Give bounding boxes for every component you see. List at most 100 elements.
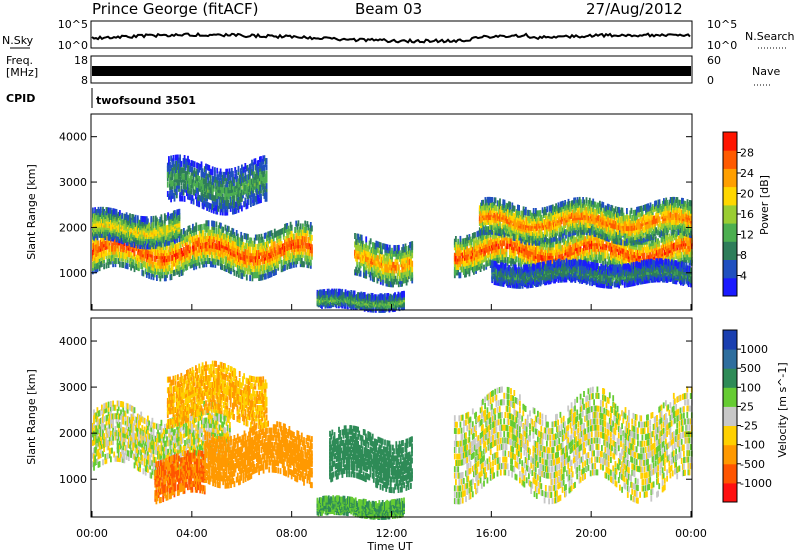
power-cell [277, 242, 280, 249]
power-cell [279, 229, 282, 236]
power-cell [244, 249, 247, 256]
power-cell [144, 239, 147, 246]
power-cell [98, 252, 101, 259]
power-cell [218, 228, 221, 235]
power-cell [297, 229, 300, 236]
power-cell [199, 240, 202, 246]
power-cell [265, 183, 268, 190]
power-cell [95, 213, 98, 220]
power-cell [185, 248, 187, 255]
power-cell [235, 207, 238, 214]
power-cell [257, 268, 259, 275]
power-cell [153, 246, 156, 253]
power-cell [229, 184, 232, 190]
power-cell [273, 241, 276, 248]
power-cell [247, 183, 250, 190]
power-cell [179, 245, 182, 252]
power-cell [199, 182, 202, 189]
power-cell [211, 169, 214, 176]
power-cell [226, 254, 229, 260]
power-cell [245, 187, 248, 194]
power-cell [208, 239, 211, 246]
power-cell [97, 221, 100, 228]
power-cell [306, 230, 309, 237]
power-cell [227, 193, 230, 200]
power-cell [171, 267, 174, 274]
power-cell [147, 256, 149, 263]
power-cell [303, 245, 305, 252]
power-cell [277, 236, 280, 243]
power-cell [280, 266, 283, 273]
power-cell [92, 268, 94, 275]
power-cell [248, 173, 251, 180]
power-cell [280, 244, 283, 251]
power-cell [169, 184, 171, 190]
power-cell [244, 255, 247, 262]
power-cell [188, 168, 190, 175]
power-cell [214, 201, 216, 208]
power-cell [152, 261, 155, 268]
power-cell [294, 255, 296, 262]
power-cell [149, 257, 152, 264]
power-cell [230, 202, 233, 209]
power-cell [176, 243, 178, 250]
power-cell [136, 255, 139, 262]
power-cell [171, 257, 174, 264]
power-cell [286, 254, 289, 261]
power-cell [157, 243, 159, 250]
power-cell [289, 234, 292, 241]
power-cell [243, 264, 246, 271]
power-cell [180, 248, 183, 254]
power-cell [296, 242, 299, 249]
power-cell [296, 245, 299, 252]
power-cell [220, 232, 222, 239]
power-cell [207, 232, 210, 239]
power-cell [309, 222, 312, 228]
power-cell [247, 259, 249, 265]
power-cell [96, 232, 99, 239]
power-cell [215, 249, 218, 256]
power-cell [187, 244, 190, 251]
power-cell [212, 176, 215, 183]
power-cell [104, 211, 107, 218]
power-cell [95, 257, 98, 264]
power-cell [187, 155, 189, 162]
power-cell [205, 188, 207, 195]
power-cell [133, 247, 136, 254]
power-cell [235, 185, 238, 192]
freq-panel-frame [90, 55, 693, 84]
power-cell [227, 200, 230, 206]
power-cell [253, 244, 256, 250]
power-cell [177, 176, 179, 183]
power-cell [127, 223, 130, 230]
power-cell [94, 257, 96, 264]
power-cell [288, 244, 291, 251]
power-cell [268, 234, 271, 241]
power-cell [102, 244, 104, 251]
power-cell [294, 258, 296, 265]
power-cell [92, 233, 94, 240]
power-cell [225, 197, 228, 203]
power-cell [174, 218, 176, 225]
power-cell [188, 250, 191, 257]
power-cell [217, 244, 220, 250]
power-cell [160, 256, 163, 263]
power-cell [209, 229, 212, 236]
power-cell [363, 271, 365, 278]
power-cell [186, 161, 188, 168]
power-cell [138, 258, 140, 265]
power-cell [232, 186, 234, 193]
power-cell [180, 160, 183, 167]
power-cell [205, 248, 208, 255]
power-cell [182, 189, 185, 196]
power-cell [355, 266, 357, 273]
power-cell [181, 195, 184, 202]
power-cell [230, 246, 232, 253]
power-cell [263, 248, 266, 255]
power-cell [237, 181, 240, 188]
power-cell [260, 274, 263, 281]
power-cell [209, 261, 212, 268]
power-cell [262, 164, 265, 171]
power-cell [202, 178, 205, 185]
power-cell [150, 237, 153, 244]
